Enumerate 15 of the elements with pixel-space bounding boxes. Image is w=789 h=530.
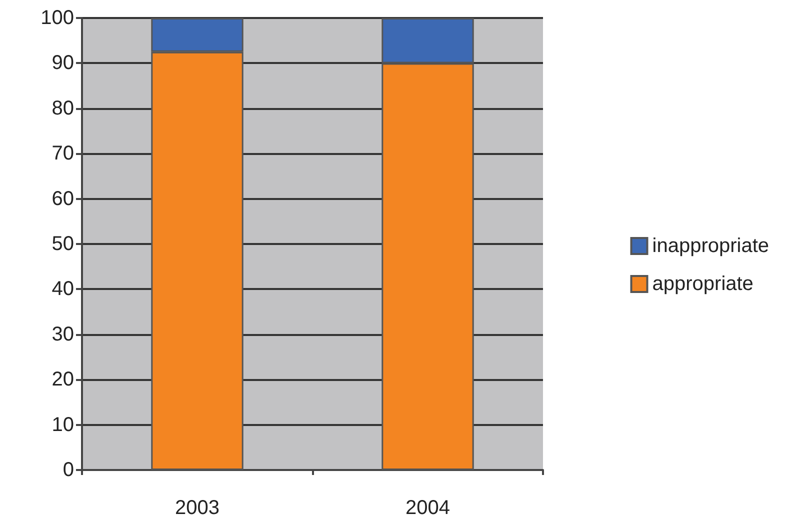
y-tick-label: 30 [52,323,74,346]
y-tick-label: 20 [52,368,74,391]
y-tick-label: 80 [52,97,74,120]
y-tick-label: 60 [52,188,74,210]
x-tick-label: 2004 [406,497,450,519]
y-tick-label: 0 [62,459,74,481]
x-tick-label: 2003 [175,497,220,519]
y-tick-label: 70 [52,142,74,165]
y-tick-label: 40 [52,278,74,300]
y-tick-label: 10 [52,414,74,436]
y-tick-label: 90 [52,52,74,74]
legend-label: appropriate [652,273,754,295]
y-tick-label: 100 [40,7,74,29]
y-tick-label: 50 [52,233,74,255]
legend-label: inappropriate [652,235,769,257]
